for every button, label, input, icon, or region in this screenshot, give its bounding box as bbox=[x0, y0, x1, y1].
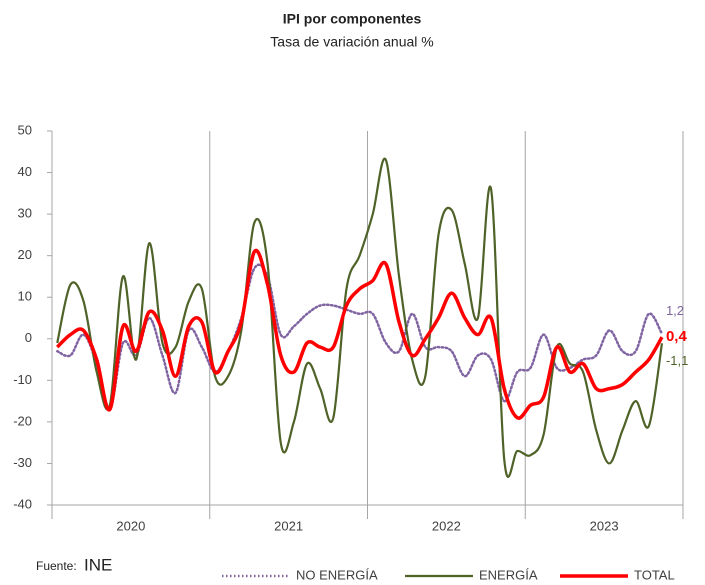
x-tick-label: 2020 bbox=[116, 518, 145, 533]
chart-title: IPI por componentes bbox=[283, 11, 422, 27]
x-tick-label: 2022 bbox=[432, 518, 461, 533]
y-tick-label: 40 bbox=[18, 164, 32, 179]
value-label: 1,2 bbox=[666, 303, 684, 318]
y-tick-label: 30 bbox=[18, 206, 32, 221]
legend-label: TOTAL bbox=[634, 567, 675, 582]
y-tick-label: -10 bbox=[13, 372, 32, 387]
chart-subtitle: Tasa de variación anual % bbox=[270, 34, 433, 50]
source: INE bbox=[84, 555, 112, 574]
value-label: 0,4 bbox=[666, 328, 688, 345]
x-tick-label: 2021 bbox=[274, 518, 303, 533]
y-tick-label: -40 bbox=[13, 496, 32, 511]
source-label: Fuente: bbox=[36, 559, 77, 573]
series-line bbox=[56, 248, 664, 420]
y-tick-label: -30 bbox=[13, 455, 32, 470]
y-tick-label: 10 bbox=[18, 289, 32, 304]
series-line bbox=[56, 157, 664, 478]
legend-label: ENERGÍA bbox=[479, 567, 538, 582]
y-tick-label: 50 bbox=[18, 122, 32, 137]
legend-label: NO ENERGÍA bbox=[296, 567, 378, 582]
series-line bbox=[56, 263, 664, 411]
y-tick-label: 20 bbox=[18, 247, 32, 262]
x-tick-label: 2023 bbox=[590, 518, 619, 533]
value-label: -1,1 bbox=[666, 353, 688, 368]
y-tick-label: -20 bbox=[13, 413, 32, 428]
y-tick-label: 0 bbox=[25, 330, 32, 345]
